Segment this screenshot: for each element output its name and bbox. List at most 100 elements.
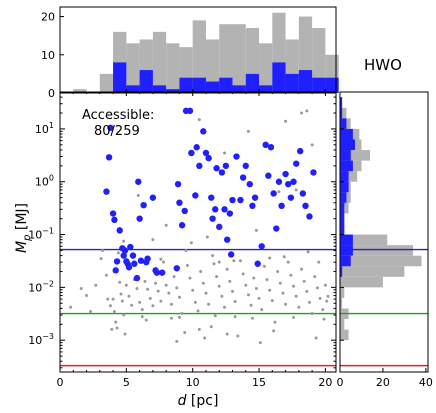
other-planet-point [273, 320, 277, 324]
other-planet-point [191, 288, 195, 292]
other-planet-point [241, 272, 245, 276]
y-tick-label: 100 [35, 174, 54, 189]
other-planet-point [246, 129, 250, 133]
right-hist-x-tick-label: 0 [337, 376, 344, 389]
other-planet-point [225, 332, 229, 336]
other-planet-point [260, 308, 264, 312]
other-planet-point [244, 283, 248, 287]
right-hist-bar-accessible [340, 213, 345, 224]
accessible-planet-point [226, 210, 234, 217]
other-planet-point [306, 250, 310, 254]
accessible-planet-point [112, 267, 119, 274]
y-tick-label: 10−3 [28, 332, 54, 347]
y-axis-variable: M [14, 241, 30, 253]
accessible-planet-point [251, 194, 259, 201]
other-planet-point [180, 312, 184, 316]
right-hist-bar-accessible [340, 107, 343, 119]
accessible-planet-point [202, 149, 210, 157]
other-planet-point [272, 329, 276, 333]
other-planet-point [189, 241, 193, 245]
accessible-planet-point [140, 201, 147, 209]
accessible-planet-point [278, 202, 285, 210]
other-planet-point [268, 256, 272, 260]
x-tick-label: 15 [252, 376, 266, 389]
accessible-planet-point [306, 213, 313, 220]
other-planet-point [223, 305, 227, 309]
other-planet-point [120, 299, 124, 303]
accessible-planet-point [125, 264, 133, 271]
other-planet-point [207, 302, 211, 306]
other-planet-point [305, 109, 309, 113]
accessible-planet-point [292, 160, 300, 167]
top-hist-bar-all [205, 39, 220, 93]
accessible-planet-point [209, 215, 216, 222]
right-threshold-lines [340, 248, 428, 367]
other-planet-point [204, 291, 208, 295]
right-hist-bar-accessible [340, 139, 356, 151]
top-hist-bar-accessible [126, 85, 140, 93]
top-hist-y-tick-label: 10 [41, 49, 55, 62]
other-planet-point [233, 300, 237, 304]
top-histogram-accessible-bars [113, 62, 339, 93]
other-planet-point [172, 275, 176, 279]
right-hist-bar-accessible [340, 245, 353, 256]
accessible-planet-point [273, 225, 280, 232]
other-planet-point [258, 341, 262, 345]
accessible-planet-point [242, 162, 249, 170]
accessible-planet-point [249, 202, 256, 210]
right-hist-bar-accessible [340, 234, 353, 246]
accessible-planet-point [270, 190, 277, 197]
right-hist-bar-all [340, 150, 371, 161]
right-histogram-accessible-bars [340, 97, 356, 277]
top-hist-bar-all [73, 89, 87, 93]
other-planet-point [323, 283, 327, 287]
y-axis-title: Mp [MJ] [14, 203, 33, 253]
accessible-planet-point [239, 174, 247, 181]
accessible-planet-point [121, 247, 129, 254]
other-planet-point [223, 151, 227, 155]
other-planet-point [322, 317, 326, 321]
accessible-planet-point [287, 194, 295, 201]
other-planet-point [289, 273, 293, 277]
accessible-planet-point [129, 252, 137, 259]
top-hist-bar-accessible [272, 62, 286, 93]
right-hist-bar-all [340, 297, 343, 309]
top-hist-bar-all [219, 24, 233, 94]
other-planet-point [284, 119, 288, 123]
accessible-planet-point [262, 141, 269, 149]
main-axis-ticks: 0 5 10 15 20 10−3 10−2 10−1 100 101 [28, 91, 336, 389]
other-planet-point [268, 288, 272, 292]
accessible-planet-point [254, 260, 261, 267]
accessible-planet-point [205, 154, 212, 162]
accessible-annotation-label: Accessible: [82, 108, 154, 123]
other-planet-point [162, 260, 165, 264]
other-planet-point [220, 294, 224, 298]
accessible-planet-point [158, 269, 166, 276]
other-planet-point [175, 286, 179, 290]
right-hist-bar-all [340, 171, 358, 182]
other-planet-point [318, 296, 322, 300]
other-planet-point [188, 276, 192, 280]
other-planet-point [326, 294, 330, 298]
other-planet-point [257, 296, 261, 300]
threshold-lines [60, 248, 336, 367]
other-planet-point [249, 303, 253, 307]
top-hist-bar-all [192, 20, 206, 93]
other-planet-point [300, 111, 303, 115]
accessible-planet-point [213, 165, 220, 172]
other-planet-point [278, 281, 282, 285]
top-hist-bar-accessible [312, 77, 326, 93]
right-hist-bar-accessible [340, 118, 347, 129]
top-hist-bar-accessible [232, 85, 246, 93]
other-planet-point [212, 262, 216, 266]
top-hist-y-tick-label: 0 [48, 87, 55, 100]
top-hist-bar-accessible [152, 85, 167, 93]
other-planet-point [297, 305, 301, 309]
instrument-label: HWO [364, 56, 402, 74]
x-tick-label: 0 [57, 376, 64, 389]
other-planet-point [123, 332, 127, 336]
accessible-planet-point [227, 251, 235, 258]
y-tick-label: 101 [35, 121, 54, 136]
right-hist-bar-all [340, 107, 347, 119]
right-hist-bar-accessible [340, 171, 349, 182]
